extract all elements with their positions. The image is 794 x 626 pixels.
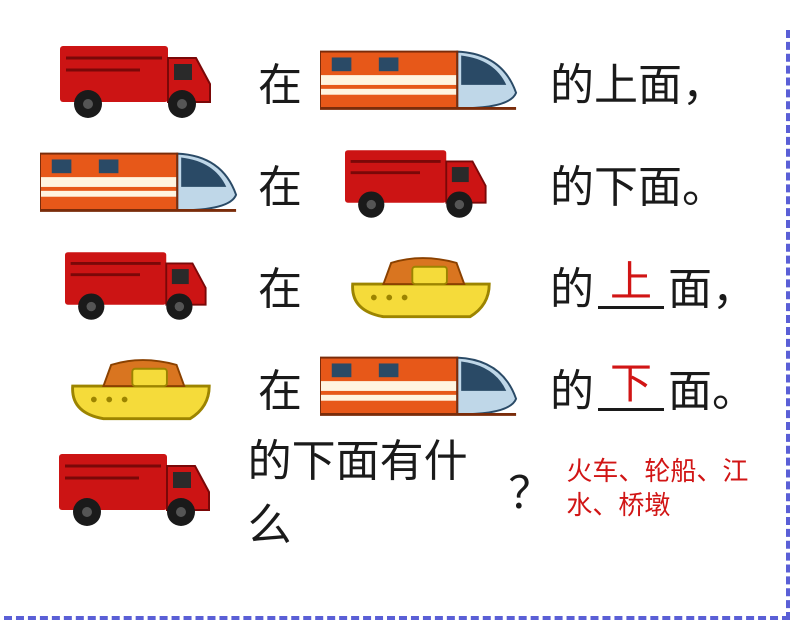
truck-icon: [345, 144, 495, 222]
row4-left-vehicle: [30, 348, 250, 426]
row1-right-vehicle: [310, 43, 530, 119]
zai-3: 在: [258, 253, 302, 317]
period-2: 。: [682, 151, 726, 215]
period-4: 。: [712, 355, 756, 419]
de-1: 的: [550, 49, 594, 113]
row3-right-vehicle: [310, 246, 530, 324]
row1-left-vehicle: [30, 40, 250, 122]
row5-question: 的下面有什么: [248, 425, 509, 553]
ship-icon: [345, 246, 495, 324]
row2-right-vehicle: [310, 144, 530, 222]
answer-4: 下: [610, 362, 652, 408]
de-2: 的: [550, 151, 594, 215]
row-2: 在 的 下面 。: [30, 132, 794, 234]
truck-icon: [60, 40, 220, 122]
answer-3: 上: [610, 260, 652, 306]
ship-icon: [65, 348, 215, 426]
row3-left-vehicle: [30, 246, 250, 324]
mian-4: 面: [668, 355, 712, 419]
de-4: 的: [550, 355, 594, 419]
mian-3: 面: [668, 253, 712, 317]
row-5: 的下面有什么 ？ 火车、轮船、江水、桥墩: [30, 438, 794, 540]
train-icon: [320, 349, 520, 425]
answer-list: 火车、轮船、江水、桥墩: [566, 455, 794, 523]
truck-icon: [59, 448, 219, 530]
zai-2: 在: [258, 151, 302, 215]
row5-left-vehicle: [30, 448, 248, 530]
comma-1: ，: [682, 49, 726, 113]
comma-3: ，: [712, 253, 756, 317]
blank-4: 下: [598, 364, 664, 411]
question-5: ？: [508, 457, 552, 521]
bottom-border: [4, 616, 790, 620]
train-icon: [320, 43, 520, 119]
row4-right-vehicle: [310, 349, 530, 425]
row1-pos: 上面: [594, 49, 682, 113]
zai-4: 在: [258, 355, 302, 419]
zai-1: 在: [258, 49, 302, 113]
row-3: 在 的 上 面 ，: [30, 234, 794, 336]
blank-3: 上: [598, 262, 664, 309]
truck-icon: [65, 246, 215, 324]
row-4: 在 的 下 面 。: [30, 336, 794, 438]
de-3: 的: [550, 253, 594, 317]
row-1: 在 的 上面 ，: [30, 30, 794, 132]
right-border: [786, 30, 790, 620]
row2-pos: 下面: [594, 151, 682, 215]
train-icon: [40, 145, 240, 221]
row2-left-vehicle: [30, 145, 250, 221]
